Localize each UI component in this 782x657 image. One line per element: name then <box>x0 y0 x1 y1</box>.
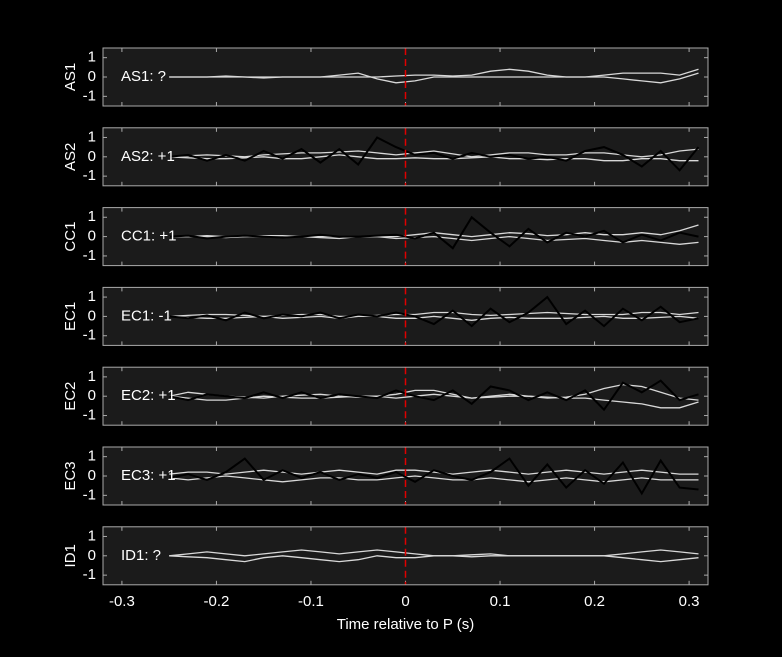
y-axis-label: ID1 <box>62 544 79 567</box>
plot-frame <box>102 207 709 267</box>
plot-frame <box>102 127 709 187</box>
x-tick-label: -0.2 <box>204 593 230 610</box>
trace <box>169 383 699 401</box>
y-tick-label: 0 <box>88 547 96 564</box>
subplot: -1 0 1 EC2 EC2: +1 <box>62 366 709 426</box>
y-tick-label: -1 <box>83 167 96 184</box>
y-tick-label: 1 <box>88 527 96 544</box>
x-tick-label: 0.1 <box>490 593 511 610</box>
y-axis-label: EC2 <box>62 382 79 411</box>
plot-frame <box>102 47 709 107</box>
annotation: EC2: +1 <box>121 387 176 404</box>
subplot: -0.3 -0.2 -0.1 0 0.1 0.2 0.3 -1 0 1 ID1 ID1: ? Time … <box>62 526 709 633</box>
y-tick-label: 0 <box>88 467 96 484</box>
trace <box>169 475 699 483</box>
y-tick-label: -1 <box>83 566 96 583</box>
trace <box>169 72 699 84</box>
y-axis-label: EC1 <box>62 302 79 331</box>
trace <box>169 295 699 328</box>
x-tick-label: 0 <box>401 593 409 610</box>
y-tick-label: -1 <box>83 486 96 503</box>
trace <box>168 379 699 412</box>
trace <box>169 154 699 162</box>
y-axis-label: AS1 <box>62 63 79 91</box>
y-axis-label: CC1 <box>62 222 79 252</box>
trace <box>169 215 699 250</box>
x-tick-label: -0.1 <box>298 593 324 610</box>
annotation: AS2: +1 <box>121 148 175 165</box>
y-tick-label: -1 <box>83 247 96 264</box>
y-tick-label: -1 <box>83 327 96 344</box>
annotation: AS1: ? <box>121 68 166 85</box>
y-tick-label: 0 <box>88 387 96 404</box>
annotation: EC3: +1 <box>121 467 176 484</box>
plot-frame <box>102 526 709 586</box>
subplot: -1 0 1 AS2 AS2: +1 <box>62 127 709 187</box>
trace <box>169 148 699 158</box>
subplot: -1 0 1 EC1 EC1: -1 <box>62 286 709 346</box>
y-axis-label: EC3 <box>62 461 79 490</box>
x-tick-label: 0.3 <box>679 593 700 610</box>
plot-frame <box>102 446 709 506</box>
y-tick-label: 1 <box>88 368 96 385</box>
trace <box>169 136 700 172</box>
y-tick-label: -1 <box>83 407 96 424</box>
subplot: -1 0 1 EC3 EC3: +1 <box>62 446 709 506</box>
y-tick-label: -1 <box>83 87 96 104</box>
y-tick-label: 1 <box>88 288 96 305</box>
annotation: ID1: ? <box>121 547 161 564</box>
plot-frame <box>102 366 709 426</box>
y-tick-label: 0 <box>88 228 96 245</box>
y-tick-label: 0 <box>88 68 96 85</box>
y-tick-label: 1 <box>88 448 96 465</box>
y-tick-label: 1 <box>88 49 96 66</box>
trace <box>169 555 699 563</box>
x-tick-label: -0.3 <box>109 593 135 610</box>
y-axis-label: AS2 <box>62 143 79 171</box>
y-tick-label: 1 <box>88 208 96 225</box>
subplot: -1 0 1 CC1 CC1: +1 <box>62 207 709 267</box>
trace <box>169 457 699 496</box>
trace <box>169 68 699 78</box>
y-tick-label: 0 <box>88 307 96 324</box>
x-axis-label: Time relative to P (s) <box>337 616 475 633</box>
annotation: EC1: -1 <box>121 307 172 324</box>
subplot: -1 0 1 AS1 AS1: ? <box>62 47 709 107</box>
y-tick-label: 0 <box>88 148 96 165</box>
x-tick-label: 0.2 <box>584 593 605 610</box>
trace <box>169 469 699 475</box>
plot-frame <box>102 286 709 346</box>
annotation: CC1: +1 <box>121 228 176 245</box>
y-tick-label: 1 <box>88 128 96 145</box>
